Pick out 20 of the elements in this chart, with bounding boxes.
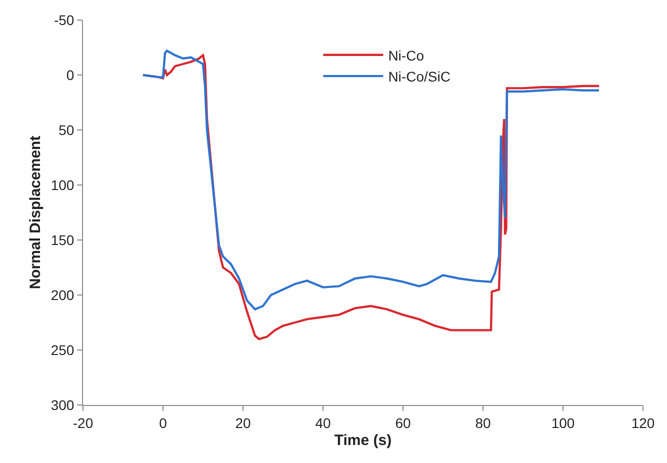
x-tick-label: -20 xyxy=(72,414,94,431)
legend-label: Ni-Co xyxy=(388,47,424,64)
x-tick-label: 60 xyxy=(395,414,411,431)
y-tick-label: 300 xyxy=(50,396,74,413)
x-axis-title: Time (s) xyxy=(334,432,392,449)
x-tick-label: 100 xyxy=(551,414,575,431)
x-tick-label: 120 xyxy=(631,414,655,431)
y-tick-label: 200 xyxy=(50,286,74,303)
y-tick-label: 0 xyxy=(66,66,74,83)
x-tick-label: 40 xyxy=(315,414,331,431)
x-tick-label: 0 xyxy=(159,414,168,431)
y-axis-title: Normal Displacement xyxy=(27,136,44,290)
legend-label: Ni-Co/SiC xyxy=(388,68,450,85)
y-tick-label: 100 xyxy=(50,176,74,193)
y-tick-label: -50 xyxy=(54,12,74,28)
y-tick-label: 50 xyxy=(58,122,74,138)
x-tick-label: 80 xyxy=(475,414,491,431)
y-tick-label: 150 xyxy=(50,232,74,248)
x-tick-label: 20 xyxy=(235,414,251,431)
y-tick-label: 250 xyxy=(50,342,74,358)
